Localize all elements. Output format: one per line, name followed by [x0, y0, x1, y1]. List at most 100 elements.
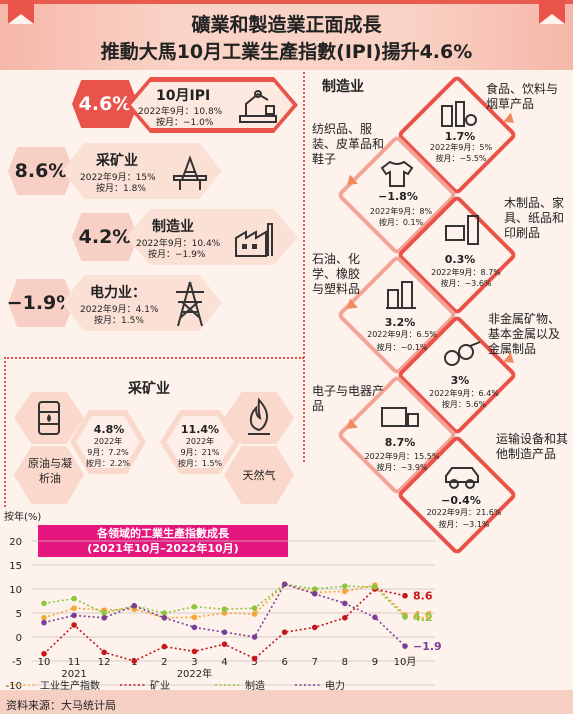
manufacturing-info-hex [126, 209, 298, 265]
data-point [281, 629, 288, 635]
mfg-line1-food: 2022年9月：5% [429, 143, 493, 152]
data-point [372, 614, 378, 621]
mfg-line2-transport: 按月：−3.1% [438, 520, 490, 529]
y-tick-label: 10 [9, 585, 22, 596]
x-tick-label: 4 [221, 657, 227, 668]
divider-vertical-left [4, 357, 6, 507]
page-title: 礦業和製造業正面成長 [191, 14, 382, 36]
oil-barrel-icon [38, 401, 60, 435]
end-value-label: 8.6 [413, 590, 433, 603]
robot-arm-icon [239, 90, 277, 123]
ipi-value: 4.6% [78, 93, 132, 115]
metal-pipes-icon [444, 341, 481, 366]
legend-label: 制造 [245, 679, 265, 692]
crude-line1: 2022年 [93, 437, 123, 446]
data-point [71, 622, 77, 628]
mfg-label-textile: 纺织品、服装、皮革品和鞋子 [312, 122, 385, 166]
mfg-label-metal: 非金属矿物、基本金属以及金属制品 [488, 312, 561, 356]
manufacturing-section-title: 制造业 [322, 79, 364, 95]
data-point [191, 624, 198, 631]
food-drink-icon [441, 101, 477, 127]
mfg-line1-petro: 2022年9月：6.5% [367, 330, 437, 339]
data-point [311, 591, 318, 597]
shirt-icon [380, 160, 414, 187]
data-point [342, 615, 348, 621]
x-tick-label: 10月 [394, 656, 417, 668]
top-stripe [0, 0, 573, 4]
data-point [402, 643, 408, 649]
footer-bar [0, 690, 573, 714]
refinery-icon [386, 281, 416, 309]
electricity-line2: 按月：1.5% [94, 316, 144, 326]
crude-label: 原油与凝析油 [28, 457, 72, 485]
data-point [342, 600, 348, 607]
chart-title: 各领域的工業生產指數成長 [97, 527, 229, 540]
manufacturing-line1: 2022年9月：10.4% [136, 239, 221, 249]
mfg-line1-transport: 2022年9月：21.6% [426, 508, 502, 517]
x-tick-label: 12 [98, 657, 111, 668]
crude-line2: 9月：7.2% [87, 448, 129, 457]
divider-vertical [303, 72, 305, 462]
data-point [281, 581, 288, 587]
mfg-label-petro: 石油、化学、橡胶与塑料品 [312, 252, 361, 296]
mfg-line1-electronics: 2022年9月：15.5% [364, 452, 440, 461]
ipi-line2: 按月：−1.0% [156, 118, 214, 128]
gas-line2: 9月：21% [180, 448, 220, 457]
mfg-pct-transport: −0.4% [441, 494, 481, 507]
divider-horizontal [4, 357, 304, 359]
x-tick-label: 2 [161, 657, 167, 668]
ipi-value-hex: 4.6% [72, 80, 138, 128]
end-value-label: 4.6 [413, 609, 433, 622]
data-point [221, 610, 228, 616]
electricity-value: −1.9% [6, 292, 76, 314]
power-tower-icon [176, 281, 204, 327]
flag-icon [539, 0, 565, 24]
manufacturing-title: 制造业 [152, 219, 194, 235]
mfg-line2-wood: 按月：−3.6% [440, 279, 492, 288]
data-point [251, 634, 258, 640]
car-icon [445, 467, 479, 489]
header-banner: 礦業和製造業正面成長 推動大馬10月工業生產指數(IPI)揚升4.6% [0, 0, 573, 70]
data-point [221, 641, 228, 647]
mining-line2: 按月：1.8% [96, 184, 146, 194]
ipi-line1: 2022年9月：10.8% [138, 107, 223, 117]
data-point [342, 583, 348, 589]
data-point [342, 588, 348, 595]
factory-icon [235, 223, 273, 257]
mfg-label-food: 食品、饮料与烟草产品 [486, 82, 559, 111]
data-point [71, 595, 77, 602]
legend-label: 矿业 [150, 679, 170, 692]
mfg-line1-wood: 2022年9月：8.7% [431, 268, 501, 277]
legend-label: 电力 [325, 679, 345, 692]
mfg-line2-metal: 按月：5.6% [441, 400, 487, 409]
flame-icon [248, 397, 270, 435]
mining-value: 8.6% [14, 160, 68, 182]
mfg-label-transport: 运输设备和其他制造产品 [496, 432, 569, 461]
data-point [402, 614, 408, 620]
source-note: 资料来源：大马统计局 [6, 699, 116, 712]
year-label: 2021 [61, 669, 86, 680]
mfg-line2-electronics: 按月：−3.9% [376, 463, 428, 472]
data-point [191, 614, 198, 621]
x-tick-label: 11 [68, 657, 81, 668]
x-tick-label: 7 [312, 657, 318, 668]
end-value-label: 4.2 [413, 611, 433, 624]
data-point [161, 615, 168, 621]
data-point [41, 600, 47, 607]
oil-rig-icon [173, 155, 207, 190]
legend-label: 工业生产指数 [40, 679, 100, 692]
mfg-line1-metal: 2022年9月：6.4% [429, 389, 499, 398]
mining-title: 采矿业 [96, 153, 138, 169]
data-point [311, 624, 318, 631]
mfg-pct-food: 1.7% [444, 130, 476, 143]
mfg-label-electronics: 电子与电器产品 [312, 384, 385, 413]
mfg-pct-metal: 3% [450, 374, 470, 387]
electricity-title: 电力业： [90, 285, 146, 301]
data-point [41, 619, 47, 626]
data-point [191, 603, 198, 610]
manufacturing-value: 4.2% [78, 226, 132, 248]
y-tick-label: -10 [6, 681, 22, 692]
mfg-label-wood: 木制品、家具、纸品和印刷品 [504, 196, 565, 240]
y-tick-label: 20 [9, 537, 22, 548]
end-value-label: −1.9 [413, 640, 442, 653]
